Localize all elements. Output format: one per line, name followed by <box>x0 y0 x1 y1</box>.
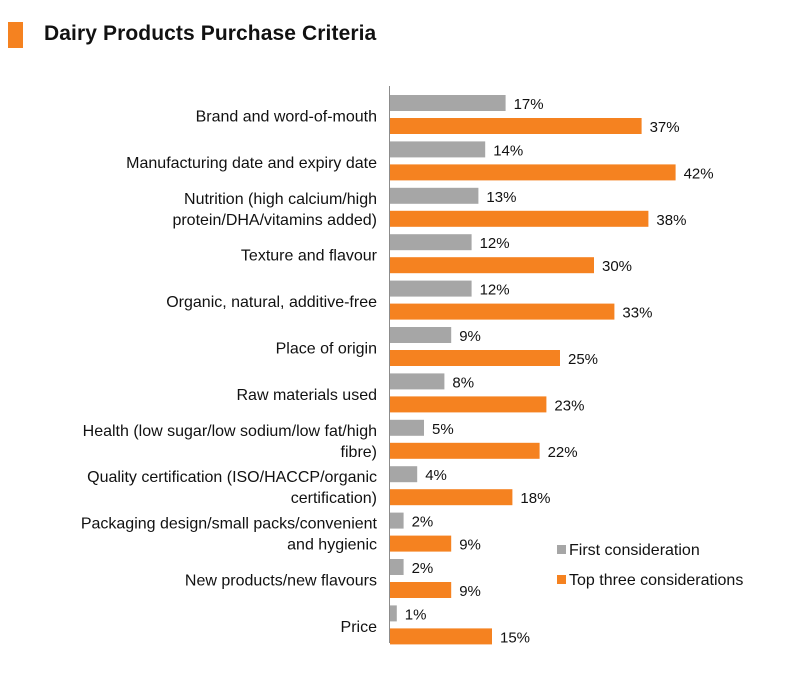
legend-label: First consideration <box>569 542 700 559</box>
category-label: Nutrition (high calcium/high <box>184 191 377 208</box>
category-label: and hygienic <box>287 537 377 554</box>
bar-top-three <box>390 257 594 274</box>
category-group: 1% 15% Price <box>341 605 530 646</box>
value-label: 23% <box>554 397 584 414</box>
value-label: 12% <box>480 282 510 299</box>
bar-top-three <box>390 210 649 227</box>
value-label: 8% <box>452 374 474 391</box>
category-group: 9% 25% Place of origin <box>276 327 598 368</box>
bar-first-consideration <box>390 466 418 483</box>
category-label: Place of origin <box>276 341 377 358</box>
category-label: Raw materials used <box>237 387 378 404</box>
value-label: 33% <box>622 305 652 322</box>
value-label: 5% <box>432 421 454 438</box>
category-label: Price <box>341 619 378 636</box>
category-group: 14% 42% Manufacturing date and expiry date <box>126 141 714 182</box>
bar-first-consideration <box>390 95 506 111</box>
legend: First consideration Top three considerati… <box>557 542 743 589</box>
value-label: 12% <box>480 235 510 252</box>
value-label: 13% <box>486 189 516 206</box>
bar-top-three <box>390 164 676 181</box>
bar-first-consideration <box>390 419 424 436</box>
bar-first-consideration <box>390 234 472 251</box>
value-label: 4% <box>425 467 447 484</box>
bar-first-consideration <box>390 373 445 390</box>
bar-top-three <box>390 535 452 552</box>
bar-top-three <box>390 350 560 366</box>
bar-first-consideration <box>390 559 404 575</box>
bar-first-consideration <box>390 141 486 158</box>
category-group: 12% 33% Organic, natural, additive-free <box>166 280 652 322</box>
category-group: 17% 37% Brand and word-of-mouth <box>196 95 680 136</box>
title-marker <box>8 22 23 48</box>
value-label: 42% <box>684 165 714 182</box>
value-label: 25% <box>568 351 598 368</box>
legend-swatch <box>557 575 566 584</box>
bar-first-consideration <box>390 187 479 204</box>
category-group: 4% 18% Quality certification (ISO/HACCP/or… <box>87 466 550 507</box>
category-label: Packaging design/small packs/convenient <box>81 516 378 533</box>
value-label: 2% <box>412 514 434 531</box>
bar-top-three <box>390 442 540 459</box>
category-group: 2% 9% New products/new flavours <box>185 559 481 600</box>
category-label: Organic, natural, additive-free <box>166 294 377 311</box>
category-label: Brand and word-of-mouth <box>196 109 377 126</box>
category-label: certification) <box>291 490 377 507</box>
category-label: New products/new flavours <box>185 573 377 590</box>
category-group: 12% 30% Texture and flavour <box>241 234 632 275</box>
category-label: protein/DHA/vitamins added) <box>172 212 377 229</box>
bar-first-consideration <box>390 605 397 622</box>
value-label: 15% <box>500 629 530 646</box>
bar-first-consideration <box>390 512 404 529</box>
category-group: 5% 22% Health (low sugar/low sodium/low fa… <box>83 419 578 461</box>
value-label: 2% <box>412 560 434 577</box>
category-label: Texture and flavour <box>241 248 378 265</box>
legend-swatch <box>557 545 566 554</box>
bar-top-three <box>390 489 513 506</box>
category-label: Quality certification (ISO/HACCP/organic <box>87 469 377 486</box>
value-label: 9% <box>459 537 481 554</box>
category-group: 2% 9% Packaging design/small packs/conveni… <box>81 512 481 554</box>
value-label: 9% <box>459 328 481 345</box>
value-label: 38% <box>656 212 686 229</box>
category-label: Health (low sugar/low sodium/low fat/hig… <box>83 423 377 440</box>
bar-top-three <box>390 582 452 598</box>
value-label: 18% <box>520 490 550 507</box>
legend-label: Top three considerations <box>569 572 743 589</box>
value-label: 37% <box>650 119 680 136</box>
chart-title: Dairy Products Purchase Criteria <box>44 22 377 45</box>
bar-top-three <box>390 628 492 645</box>
category-group: 13% 38% Nutrition (high calcium/high protei… <box>172 187 686 229</box>
category-label: Manufacturing date and expiry date <box>126 155 377 172</box>
value-label: 30% <box>602 258 632 275</box>
value-label: 14% <box>493 142 523 159</box>
value-label: 1% <box>405 606 427 623</box>
bars-layer: 17% 37% Brand and word-of-mouth 14% 42% Manuf… <box>81 95 714 646</box>
category-group: 8% 23% Raw materials used <box>237 373 584 414</box>
category-label: fibre) <box>341 444 377 461</box>
value-label: 9% <box>459 583 481 600</box>
value-label: 17% <box>514 96 544 113</box>
bar-top-three <box>390 303 615 320</box>
bar-first-consideration <box>390 327 452 343</box>
bar-top-three <box>390 396 547 413</box>
bar-top-three <box>390 118 642 134</box>
bar-first-consideration <box>390 280 472 297</box>
value-label: 22% <box>548 444 578 461</box>
